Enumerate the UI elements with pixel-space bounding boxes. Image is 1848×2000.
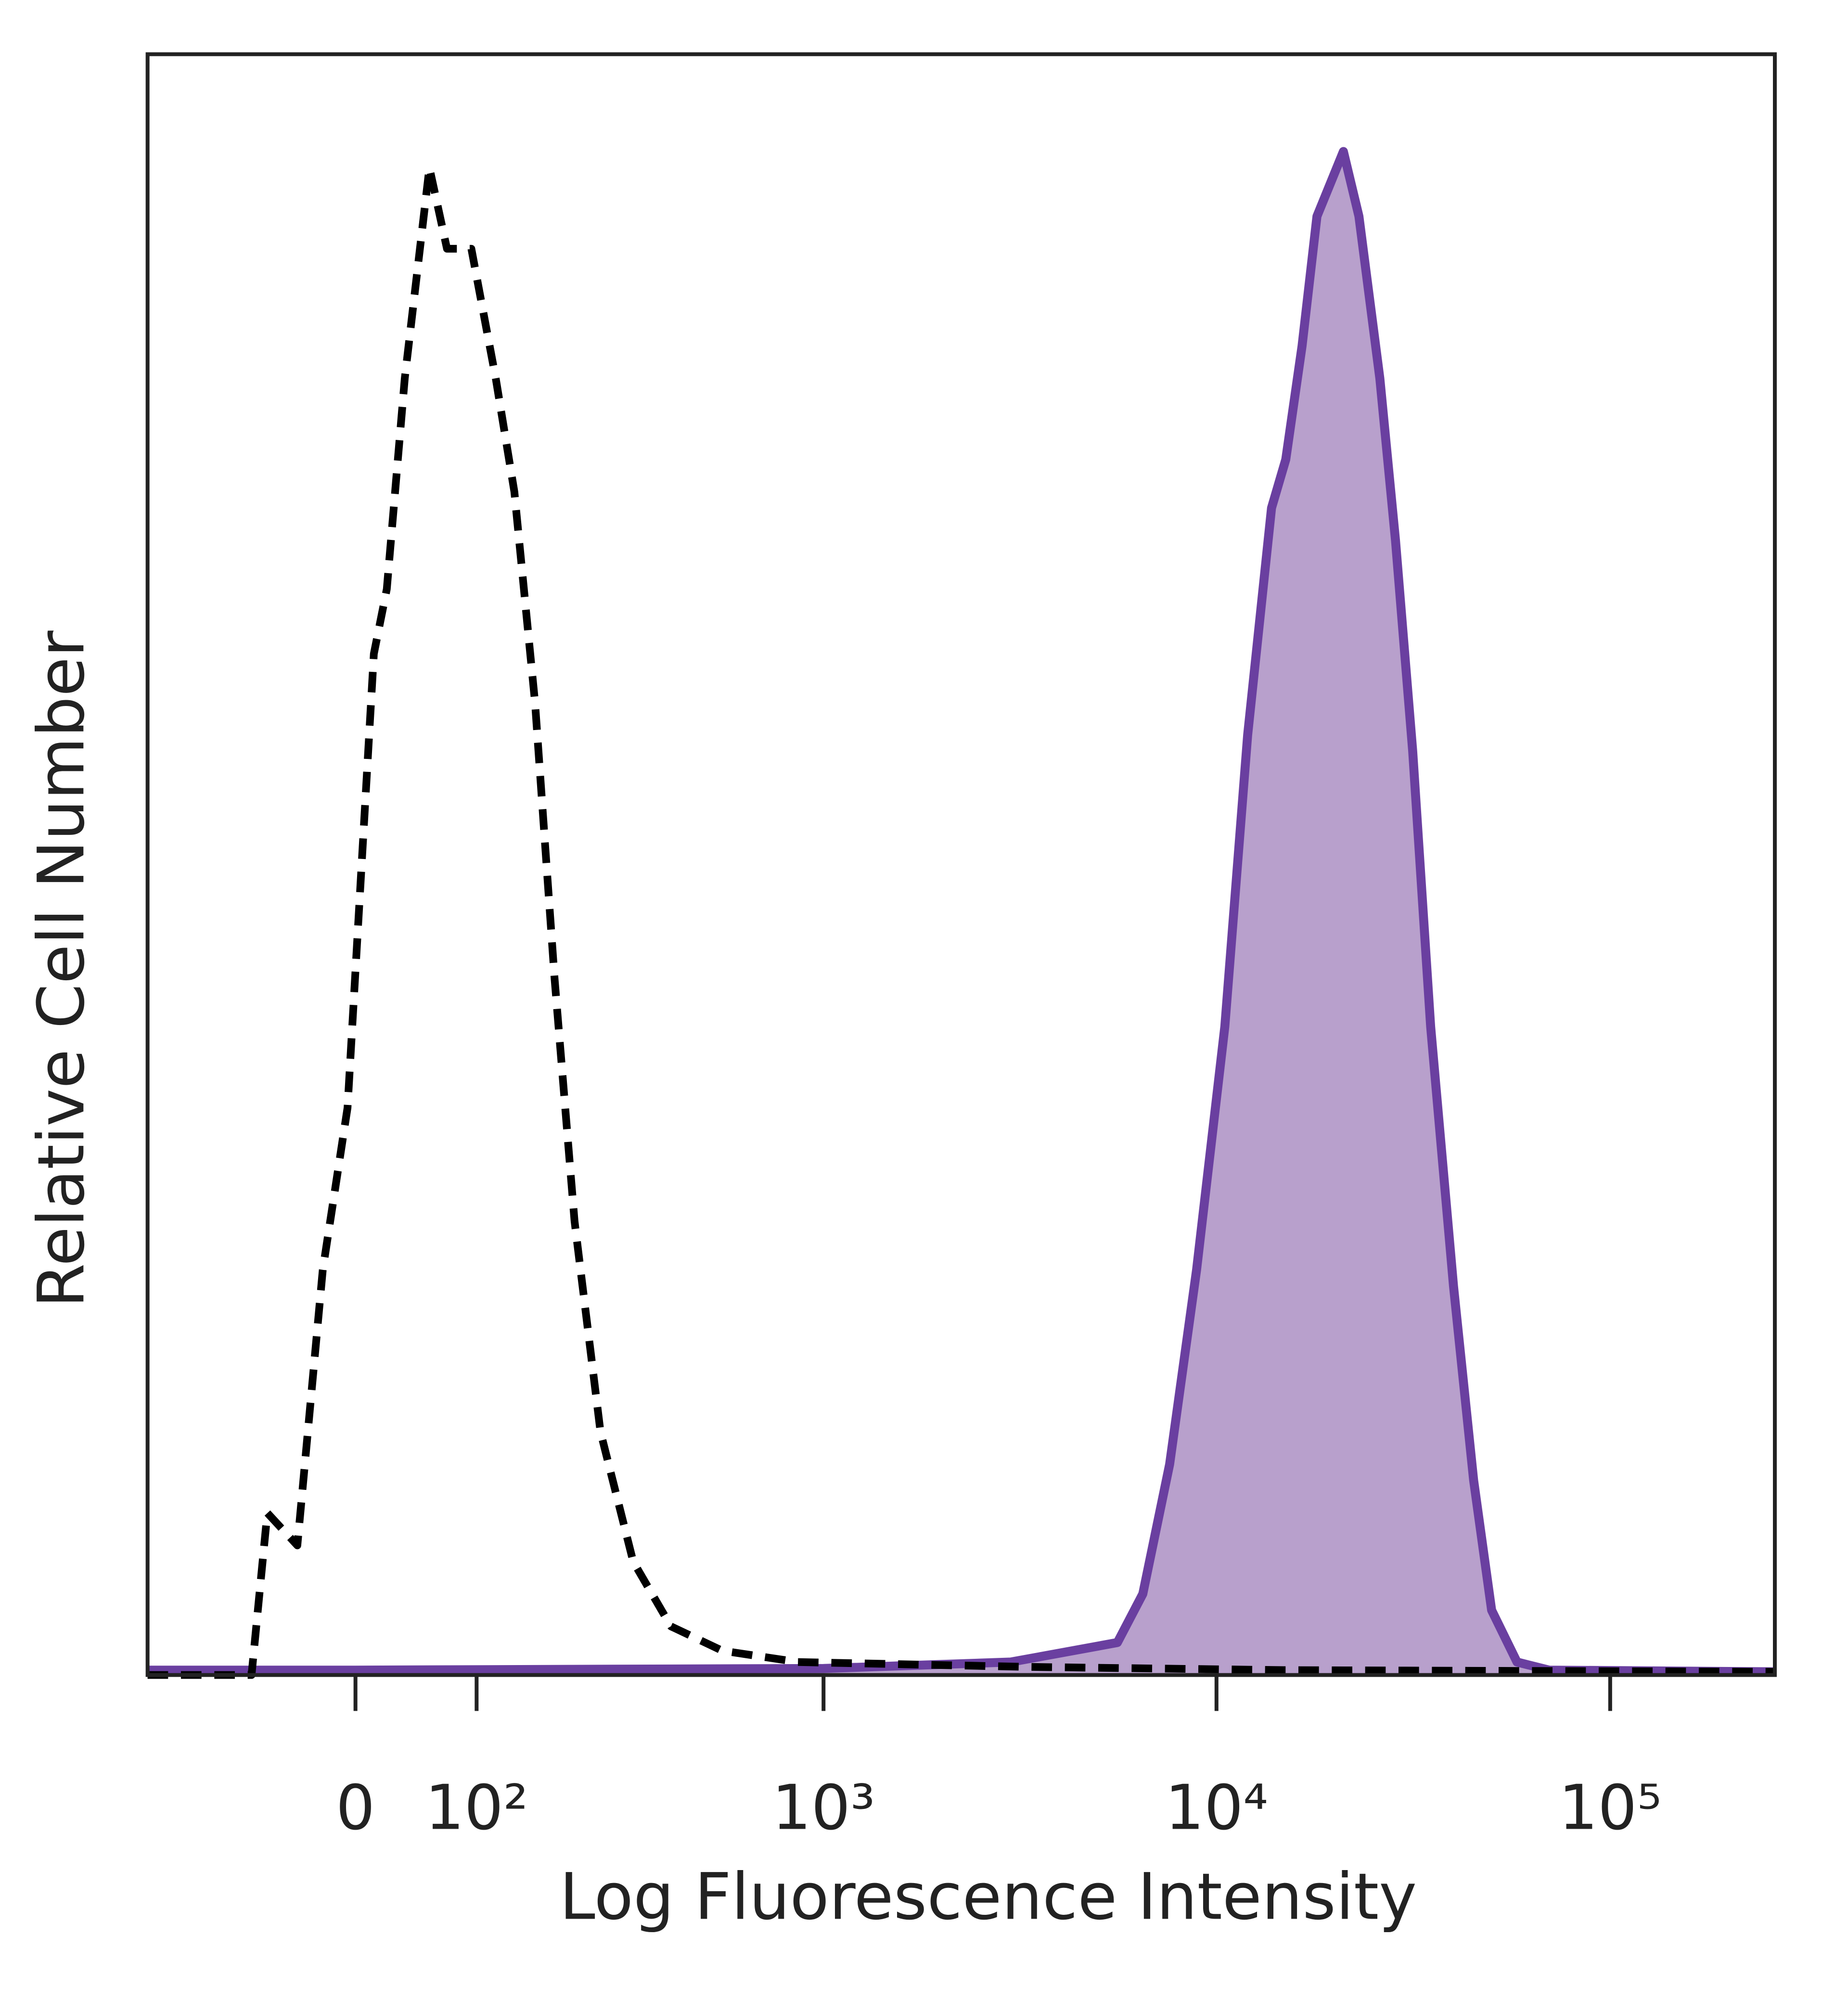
x-tick-label: 0 <box>336 1772 375 1844</box>
series-line <box>147 147 1775 1677</box>
x-tick-label: 10⁵ <box>1559 1772 1662 1844</box>
series-area <box>147 151 1775 1675</box>
series-line <box>147 164 1775 1679</box>
y-axis-label: Relative Cell Number <box>24 630 99 1308</box>
x-tick-label: 10² <box>425 1772 528 1844</box>
x-tick-label: 10⁴ <box>1165 1772 1268 1844</box>
x-axis-label: Log Fluorescence Intensity <box>560 1859 1417 1934</box>
plot-frame <box>145 52 1777 1677</box>
x-tick-label: 10³ <box>772 1772 875 1844</box>
